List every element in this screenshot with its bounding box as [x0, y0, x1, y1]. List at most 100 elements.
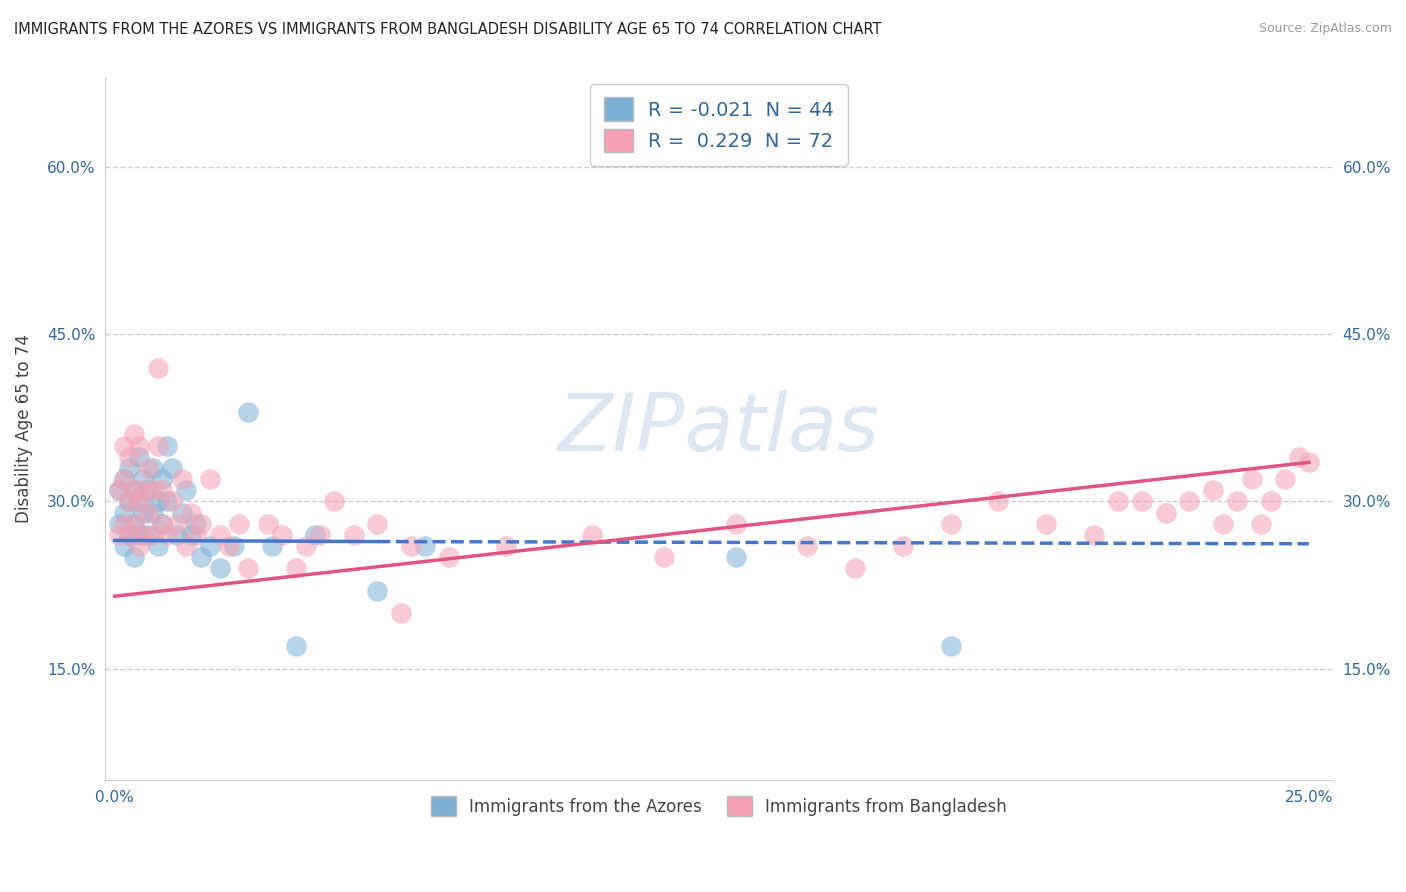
Point: [108, 483, 131, 498]
Point: [146, 360, 169, 375]
Point: [146, 439, 169, 453]
Point: [285, 640, 308, 654]
Point: [112, 516, 135, 531]
Point: [122, 516, 145, 531]
Point: [180, 528, 202, 542]
Point: [1212, 516, 1234, 531]
Y-axis label: Disability Age 65 to 74: Disability Age 65 to 74: [15, 334, 32, 524]
Point: [724, 516, 747, 531]
Point: [399, 539, 422, 553]
Point: [146, 494, 169, 508]
Point: [122, 427, 145, 442]
Point: [166, 528, 188, 542]
Point: [1260, 494, 1282, 508]
Point: [122, 483, 145, 498]
Point: [1035, 516, 1057, 531]
Point: [200, 472, 222, 486]
Point: [844, 561, 866, 575]
Point: [122, 516, 145, 531]
Point: [891, 539, 914, 553]
Point: [304, 528, 326, 542]
Point: [724, 550, 747, 565]
Point: [136, 483, 159, 498]
Point: [1130, 494, 1153, 508]
Point: [156, 494, 179, 508]
Point: [128, 439, 150, 453]
Text: IMMIGRANTS FROM THE AZORES VS IMMIGRANTS FROM BANGLADESH DISABILITY AGE 65 TO 74: IMMIGRANTS FROM THE AZORES VS IMMIGRANTS…: [14, 22, 882, 37]
Point: [136, 528, 159, 542]
Point: [323, 494, 346, 508]
Point: [132, 528, 155, 542]
Point: [200, 539, 222, 553]
Point: [152, 483, 174, 498]
Point: [118, 528, 141, 542]
Point: [118, 450, 141, 464]
Point: [152, 516, 174, 531]
Point: [156, 439, 179, 453]
Point: [132, 506, 155, 520]
Point: [228, 516, 250, 531]
Point: [796, 539, 818, 553]
Point: [136, 461, 159, 475]
Point: [366, 516, 388, 531]
Point: [108, 516, 131, 531]
Point: [128, 494, 150, 508]
Point: [112, 472, 135, 486]
Text: ZIPatlas: ZIPatlas: [558, 390, 880, 468]
Point: [108, 483, 131, 498]
Point: [581, 528, 603, 542]
Point: [495, 539, 517, 553]
Point: [1240, 472, 1263, 486]
Point: [142, 528, 165, 542]
Point: [142, 461, 165, 475]
Point: [342, 528, 364, 542]
Point: [939, 516, 962, 531]
Point: [1083, 528, 1105, 542]
Point: [142, 506, 165, 520]
Point: [184, 528, 207, 542]
Point: [112, 472, 135, 486]
Point: [190, 516, 212, 531]
Point: [152, 516, 174, 531]
Point: [180, 506, 202, 520]
Point: [1202, 483, 1225, 498]
Point: [118, 494, 141, 508]
Point: [142, 483, 165, 498]
Point: [152, 472, 174, 486]
Point: [1274, 472, 1296, 486]
Point: [218, 539, 240, 553]
Point: [1298, 455, 1320, 469]
Point: [366, 583, 388, 598]
Point: [285, 561, 308, 575]
Point: [176, 483, 198, 498]
Point: [136, 506, 159, 520]
Point: [122, 483, 145, 498]
Point: [156, 528, 179, 542]
Text: Source: ZipAtlas.com: Source: ZipAtlas.com: [1258, 22, 1392, 36]
Point: [413, 539, 436, 553]
Point: [184, 516, 207, 531]
Point: [132, 483, 155, 498]
Point: [1107, 494, 1129, 508]
Point: [939, 640, 962, 654]
Point: [238, 561, 260, 575]
Point: [118, 528, 141, 542]
Point: [222, 539, 245, 553]
Point: [208, 528, 231, 542]
Point: [170, 472, 193, 486]
Point: [132, 472, 155, 486]
Point: [118, 461, 141, 475]
Point: [208, 561, 231, 575]
Point: [1178, 494, 1201, 508]
Legend: Immigrants from the Azores, Immigrants from Bangladesh: Immigrants from the Azores, Immigrants f…: [423, 788, 1015, 825]
Point: [166, 516, 188, 531]
Point: [118, 494, 141, 508]
Point: [262, 539, 284, 553]
Point: [108, 528, 131, 542]
Point: [238, 405, 260, 419]
Point: [309, 528, 332, 542]
Point: [128, 494, 150, 508]
Point: [112, 439, 135, 453]
Point: [437, 550, 460, 565]
Point: [160, 461, 183, 475]
